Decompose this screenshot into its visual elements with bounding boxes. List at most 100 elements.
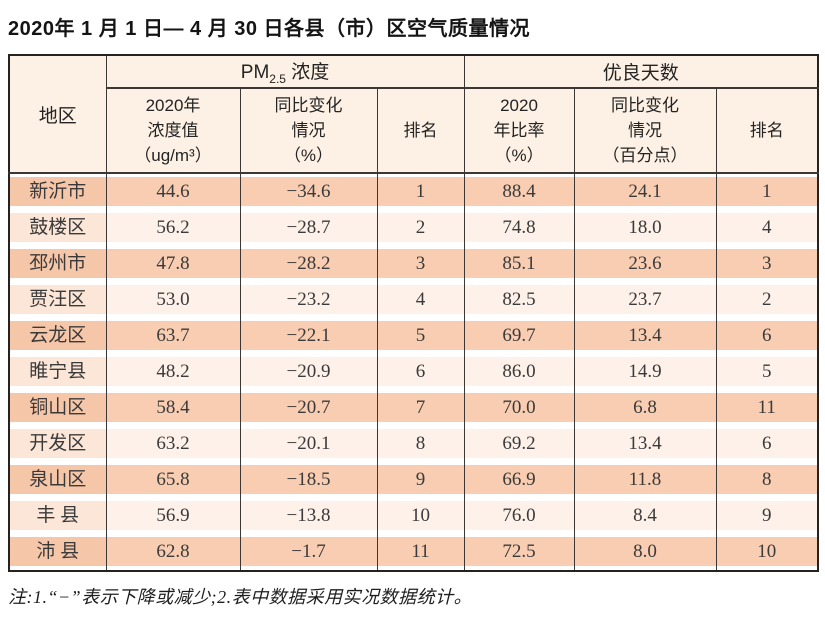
pm-rank-cell: 6 [376,354,465,390]
pm-value-cell: 44.6 [105,173,241,210]
good-rank-cell: 8 [715,462,819,498]
pm-rank-cell: 8 [376,426,465,462]
good-rank-cell: 9 [715,498,819,534]
table-row: 鼓楼区 56.2 −28.7 2 74.8 18.0 4 [8,210,819,246]
pm-rank-cell: 1 [376,173,465,210]
good-ratio-cell: 82.5 [463,282,575,318]
good-change-cell: 11.8 [573,462,717,498]
column-header-pm-change: 同比变化 情况 （%） [239,88,378,173]
region-cell: 邳州市 [8,246,107,282]
good-change-cell: 18.0 [573,210,717,246]
pm-change-cell: −22.1 [239,318,378,354]
good-change-cell: 14.9 [573,354,717,390]
pm-value-cell: 56.9 [105,498,241,534]
good-rank-cell: 3 [715,246,819,282]
region-cell: 沛 县 [8,534,107,571]
pm-value-cell: 63.2 [105,426,241,462]
pm-change-cell: −1.7 [239,534,378,571]
good-ratio-cell: 69.7 [463,318,575,354]
pm25-label-suffix: 浓度 [285,62,330,84]
good-rank-cell: 11 [715,390,819,426]
pm-rank-cell: 7 [376,390,465,426]
table-row: 睢宁县 48.2 −20.9 6 86.0 14.9 5 [8,354,819,390]
pm-change-cell: −13.8 [239,498,378,534]
pm-change-cell: −20.9 [239,354,378,390]
pm-rank-cell: 11 [376,534,465,571]
good-ratio-cell: 66.9 [463,462,575,498]
good-rank-cell: 2 [715,282,819,318]
good-rank-cell: 6 [715,318,819,354]
good-ratio-cell: 86.0 [463,354,575,390]
region-cell: 云龙区 [8,318,107,354]
good-ratio-cell: 70.0 [463,390,575,426]
column-header-region: 地区 [8,55,107,173]
pm-value-cell: 53.0 [105,282,241,318]
good-rank-cell: 4 [715,210,819,246]
good-change-cell: 13.4 [573,318,717,354]
table-row: 新沂市 44.6 −34.6 1 88.4 24.1 1 [8,173,819,210]
good-change-cell: 24.1 [573,173,717,210]
pm-rank-cell: 9 [376,462,465,498]
good-ratio-cell: 74.8 [463,210,575,246]
table-row: 开发区 63.2 −20.1 8 69.2 13.4 6 [8,426,819,462]
good-change-cell: 23.6 [573,246,717,282]
pm-rank-cell: 10 [376,498,465,534]
pm-value-cell: 47.8 [105,246,241,282]
pm-rank-cell: 2 [376,210,465,246]
pm-change-cell: −28.2 [239,246,378,282]
footnote: 注:1.“−”表示下降或减少;2.表中数据采用实况数据统计。 [8,587,473,607]
pm-value-cell: 62.8 [105,534,241,571]
region-cell: 新沂市 [8,173,107,210]
column-group-pm25: PM2.5 浓度 [105,55,465,89]
column-header-good-ratio: 2020 年比率 （%） [463,88,575,173]
pm-rank-cell: 3 [376,246,465,282]
good-rank-cell: 5 [715,354,819,390]
header-sub-row: 2020年 浓度值 （ug/m³） 同比变化 情况 （%） 排名 2020 年比… [9,88,819,173]
good-ratio-cell: 72.5 [463,534,575,571]
table-row: 泉山区 65.8 −18.5 9 66.9 11.8 8 [8,462,819,498]
good-ratio-cell: 88.4 [463,173,575,210]
pm-value-cell: 65.8 [105,462,241,498]
good-rank-cell: 1 [715,173,819,210]
region-cell: 开发区 [8,426,107,462]
pm-value-cell: 63.7 [105,318,241,354]
column-header-pm-rank: 排名 [376,88,465,173]
region-cell: 鼓楼区 [8,210,107,246]
good-change-cell: 23.7 [573,282,717,318]
region-cell: 泉山区 [8,462,107,498]
region-cell: 铜山区 [8,390,107,426]
pm-rank-cell: 4 [376,282,465,318]
air-quality-table: 地区 PM2.5 浓度 优良天数 2020年 浓度值 （ug/m³） 同比变化 … [8,54,820,572]
pm-value-cell: 48.2 [105,354,241,390]
column-header-good-change: 同比变化 情况 （百分点） [573,88,717,173]
pm-value-cell: 56.2 [105,210,241,246]
column-header-pm-value: 2020年 浓度值 （ug/m³） [105,88,241,173]
pm-change-cell: −34.6 [239,173,378,210]
table-row: 丰 县 56.9 −13.8 10 76.0 8.4 9 [8,498,819,534]
pm-change-cell: −18.5 [239,462,378,498]
good-ratio-cell: 69.2 [463,426,575,462]
pm-change-cell: −23.2 [239,282,378,318]
good-change-cell: 13.4 [573,426,717,462]
page-title: 2020年 1 月 1 日— 4 月 30 日各县（市）区空气质量情况 [8,18,531,40]
region-cell: 睢宁县 [8,354,107,390]
pm-change-cell: −20.1 [239,426,378,462]
table-row: 邳州市 47.8 −28.2 3 85.1 23.6 3 [8,246,819,282]
good-rank-cell: 10 [715,534,819,571]
pm-change-cell: −20.7 [239,390,378,426]
good-change-cell: 8.4 [573,498,717,534]
header-group-row: 地区 PM2.5 浓度 优良天数 [8,55,819,173]
table-row: 云龙区 63.7 −22.1 5 69.7 13.4 6 [8,318,819,354]
column-group-good-days: 优良天数 [463,55,819,89]
good-change-cell: 6.8 [573,390,717,426]
pm-value-cell: 58.4 [105,390,241,426]
good-ratio-cell: 76.0 [463,498,575,534]
pm-rank-cell: 5 [376,318,465,354]
table-row: 贾汪区 53.0 −23.2 4 82.5 23.7 2 [8,282,819,318]
region-cell: 贾汪区 [8,282,107,318]
good-rank-cell: 6 [715,426,819,462]
region-cell: 丰 县 [8,498,107,534]
table-row: 沛 县 62.8 −1.7 11 72.5 8.0 10 [8,534,819,571]
good-ratio-cell: 85.1 [463,246,575,282]
pm25-label-prefix: PM [240,62,270,84]
